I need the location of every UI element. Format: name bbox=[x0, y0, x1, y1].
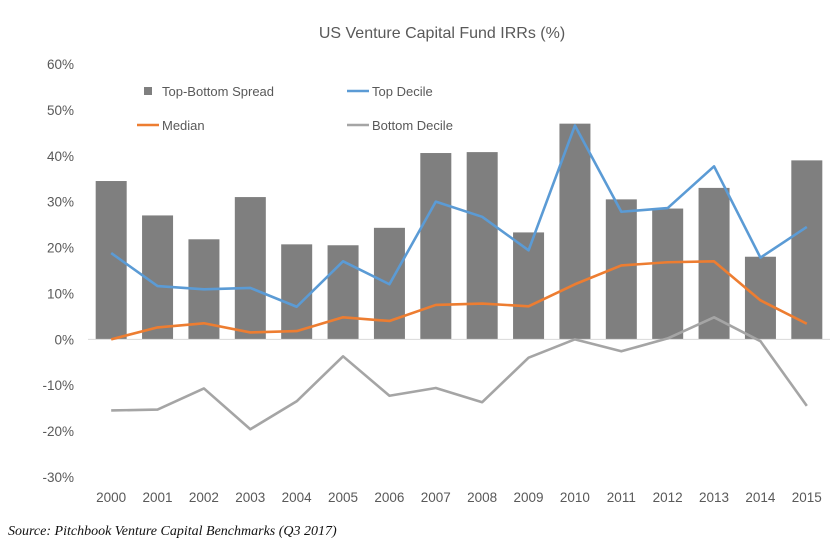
x-tick-label: 2005 bbox=[328, 490, 358, 505]
x-axis: 2000 2001 2002 2003 2004 2005 2006 2007 2008 2009… bbox=[96, 490, 822, 505]
x-tick-label: 2002 bbox=[189, 490, 219, 505]
x-tick-label: 2006 bbox=[374, 490, 404, 505]
x-tick-label: 2011 bbox=[607, 490, 636, 505]
bar-2010 bbox=[559, 123, 591, 340]
x-tick-label: 2003 bbox=[235, 490, 265, 505]
x-tick-label: 2008 bbox=[467, 490, 497, 505]
line-series bbox=[110, 124, 808, 431]
y-tick-label: -10% bbox=[42, 378, 74, 393]
chart: US Venture Capital Fund IRRs (%) -30% -20… bbox=[42, 25, 830, 505]
x-tick-label: 2009 bbox=[514, 490, 544, 505]
bar-series bbox=[95, 123, 823, 340]
y-axis: -30% -20% -10% 0% 10% 20% 30% 40% 50% 60% bbox=[42, 57, 74, 485]
y-tick-label: 20% bbox=[47, 241, 74, 256]
median-legend-label: Median bbox=[162, 118, 205, 133]
top-bottom-spread-legend-label: Top-Bottom Spread bbox=[162, 84, 274, 99]
top-bottom-spread-legend-marker bbox=[144, 87, 152, 95]
y-tick-label: 60% bbox=[47, 57, 74, 72]
y-tick-label: 40% bbox=[47, 149, 74, 164]
y-tick-label: 50% bbox=[47, 103, 74, 118]
x-tick-label: 2015 bbox=[792, 490, 822, 505]
top-decile-line bbox=[110, 124, 808, 309]
y-tick-label: 30% bbox=[47, 195, 74, 210]
bar-2012 bbox=[652, 208, 684, 340]
x-tick-label: 2004 bbox=[282, 490, 313, 505]
x-tick-label: 2007 bbox=[421, 490, 451, 505]
bar-2013 bbox=[698, 187, 730, 340]
y-tick-label: 10% bbox=[47, 286, 74, 301]
x-tick-label: 2010 bbox=[560, 490, 590, 505]
y-tick-label: 0% bbox=[54, 332, 74, 347]
median-line bbox=[110, 260, 808, 341]
y-tick-label: -20% bbox=[42, 424, 74, 439]
bar-2004 bbox=[281, 244, 313, 340]
bar-2003 bbox=[234, 197, 266, 340]
x-tick-label: 2000 bbox=[96, 490, 126, 505]
x-tick-label: 2001 bbox=[143, 490, 173, 505]
bar-2007 bbox=[420, 153, 452, 340]
chart-title: US Venture Capital Fund IRRs (%) bbox=[319, 25, 565, 42]
source-note: Source: Pitchbook Venture Capital Benchm… bbox=[8, 524, 337, 539]
legend: Top-Bottom Spread Top Decile Median Bottom … bbox=[137, 84, 453, 133]
x-tick-label: 2012 bbox=[653, 490, 683, 505]
x-tick-label: 2013 bbox=[699, 490, 729, 505]
bottom-decile-line bbox=[111, 316, 808, 431]
top-decile-legend-label: Top Decile bbox=[372, 84, 433, 99]
y-tick-label: -30% bbox=[42, 470, 74, 485]
bottom-decile-legend-label: Bottom Decile bbox=[372, 118, 453, 133]
bar-2014 bbox=[744, 256, 776, 340]
x-tick-label: 2014 bbox=[745, 490, 776, 505]
bar-2005 bbox=[327, 245, 359, 340]
bar-2015 bbox=[791, 160, 823, 340]
bar-2008 bbox=[466, 152, 498, 340]
